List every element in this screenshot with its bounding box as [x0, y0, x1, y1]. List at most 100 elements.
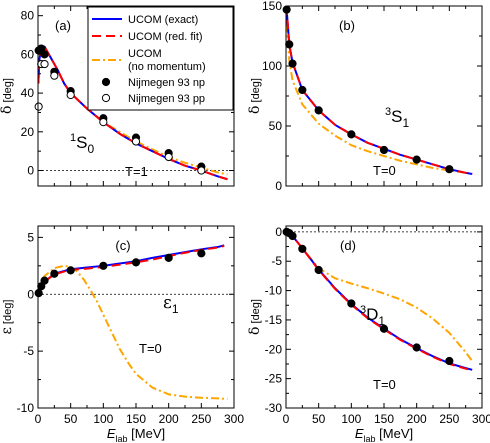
isospin-label: T=0 — [373, 163, 396, 178]
wave-label: 1S0 — [70, 132, 94, 156]
point-np — [314, 265, 323, 275]
wave-label-sup: 3 — [385, 106, 391, 118]
wave-label-sub: 1 — [402, 116, 409, 130]
legend-label-pp: Nijmegen 93 pp — [128, 93, 205, 105]
y-tick-label: -5 — [271, 254, 282, 268]
point-np — [285, 40, 294, 49]
y-tick-label: -15 — [265, 313, 283, 327]
point-pp — [40, 59, 49, 69]
plot-frame — [37, 5, 235, 187]
plot-frame — [285, 5, 483, 187]
y-tick-label: -5 — [23, 344, 34, 358]
x-tick-label: 250 — [191, 412, 211, 426]
series-exact-line — [38, 244, 225, 295]
y-tick-label: 80 — [21, 9, 35, 23]
wave-label: ε1 — [163, 293, 179, 316]
x-axis-label: Elab [MeV] — [107, 426, 165, 443]
series-fit-line — [38, 45, 228, 181]
y-tick-label: -25 — [265, 372, 283, 386]
y-axis-label: δ [deg] — [247, 299, 263, 335]
y-tick-label: 20 — [21, 125, 35, 139]
x-axis-unit: [MeV] — [376, 426, 414, 441]
wave-label: 3D1 — [360, 304, 385, 328]
x-axis-sub: lab — [364, 434, 376, 443]
point-np — [164, 253, 173, 262]
x-axis-symbol: E — [107, 426, 116, 441]
x-tick-label: 200 — [407, 412, 427, 426]
isospin-label: T=0 — [373, 377, 396, 392]
wave-label-sup: 3 — [360, 304, 366, 316]
y-tick-label: 50 — [269, 119, 283, 133]
x-axis-symbol: E — [355, 426, 364, 441]
y-tick-label: 5 — [27, 230, 34, 244]
wave-label-letter: ε — [163, 293, 172, 313]
y-axis-label: δ [deg] — [247, 78, 263, 114]
panel-label: (b) — [339, 18, 355, 33]
legend-label-nomom: UCOM — [128, 48, 162, 60]
series-fit-line — [286, 230, 473, 372]
y-tick-label: -10 — [265, 284, 283, 298]
legend-label-exact: UCOM (exact) — [128, 14, 198, 26]
y-tick-label: 150 — [262, 0, 282, 13]
x-tick-label: 50 — [312, 412, 326, 426]
y-axis-unit: [deg] — [2, 300, 14, 328]
y-tick-label: -20 — [265, 342, 283, 356]
point-np — [288, 231, 297, 241]
point-np — [445, 165, 454, 174]
point-np — [99, 261, 108, 270]
panel-label: (d) — [340, 238, 356, 253]
series-nomom-line — [286, 230, 474, 362]
x-axis-unit: [MeV] — [128, 426, 166, 441]
x-tick-label: 150 — [374, 412, 394, 426]
x-tick-label: 100 — [341, 412, 361, 426]
point-np — [347, 130, 356, 139]
y-tick-label: 0 — [27, 164, 34, 178]
legend-label-nomom-line2: (no momentum) — [128, 61, 206, 73]
point-pp — [66, 90, 75, 100]
point-np — [298, 244, 307, 253]
y-tick-label: 0 — [27, 287, 34, 301]
x-tick-label: 200 — [159, 412, 179, 426]
point-np — [50, 269, 59, 278]
wave-label-letter: D — [366, 305, 378, 324]
isospin-label: T=0 — [139, 341, 162, 356]
x-tick-label: 50 — [64, 412, 78, 426]
point-np — [314, 106, 323, 115]
point-pp — [99, 118, 108, 127]
isospin-label: T=1 — [125, 164, 148, 179]
x-tick-label: 100 — [93, 412, 113, 426]
wave-label-sub: 1 — [378, 314, 385, 328]
x-axis-label: Elab [MeV] — [355, 426, 413, 443]
point-pp — [197, 166, 206, 175]
legend-marker-pp — [101, 93, 111, 103]
point-np — [131, 258, 141, 267]
y-axis-symbol: δ — [247, 106, 263, 114]
point-np — [445, 356, 454, 366]
panel-c: 0 50 100 150 200 250 300-10-505(c)ε1T=0ε [deg]… — [0, 225, 244, 443]
y-axis-symbol: ε — [0, 327, 15, 334]
legend-label-fit: UCOM (red. fit) — [128, 31, 203, 43]
plot-frame — [285, 225, 483, 409]
point-np — [288, 59, 297, 68]
legend-marker-np — [101, 77, 111, 87]
y-axis-label: δ [deg] — [0, 78, 15, 114]
y-axis-unit: [deg] — [2, 78, 14, 106]
wave-label-sub: 1 — [172, 302, 179, 316]
point-np — [347, 299, 356, 308]
point-np — [66, 266, 75, 275]
x-tick-label: 300 — [224, 412, 244, 426]
panel-label: (a) — [55, 18, 71, 33]
point-np — [298, 85, 307, 95]
point-np — [412, 155, 421, 164]
y-tick-label: 60 — [21, 47, 35, 61]
y-axis-symbol: δ — [247, 327, 263, 335]
wave-label-letter: S — [391, 107, 402, 126]
point-np — [412, 343, 421, 352]
panel-label: (c) — [115, 238, 130, 253]
point-pp — [131, 137, 141, 146]
plot-frame — [37, 225, 235, 409]
point-pp — [164, 152, 173, 162]
x-axis-sub: lab — [116, 434, 128, 443]
panel-b: 0 50 100 150 (b) 3S1 T=0 δ [deg] — [247, 0, 483, 193]
